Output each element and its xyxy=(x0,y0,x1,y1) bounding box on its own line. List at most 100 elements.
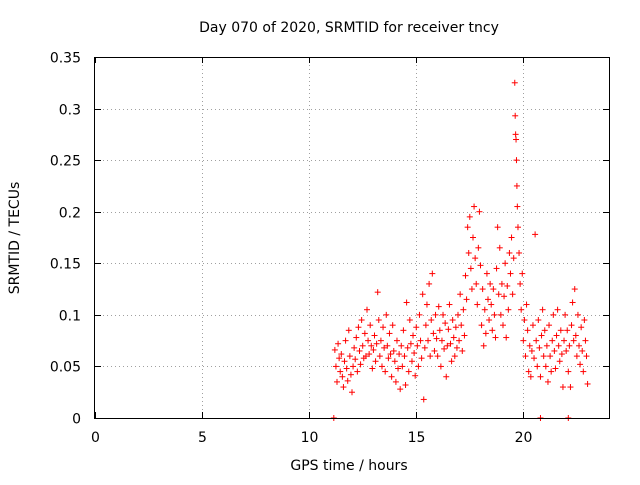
data-point xyxy=(420,396,427,403)
data-point xyxy=(524,327,531,334)
data-point xyxy=(552,365,559,372)
data-point xyxy=(383,311,390,318)
data-point xyxy=(354,368,361,375)
chart-title: Day 070 of 2020, SRMTID for receiver tnc… xyxy=(199,20,499,36)
data-point xyxy=(531,355,538,362)
y-tick-label: 0.1 xyxy=(59,309,81,325)
data-point xyxy=(506,249,513,256)
data-point xyxy=(491,311,498,318)
data-point xyxy=(398,342,405,349)
data-point xyxy=(451,353,458,360)
data-point xyxy=(429,270,436,277)
data-point xyxy=(577,361,584,368)
data-point xyxy=(554,306,561,313)
data-point xyxy=(543,342,550,349)
data-point xyxy=(513,157,520,164)
data-point xyxy=(529,322,536,329)
data-point xyxy=(361,330,368,337)
data-point xyxy=(373,340,380,347)
data-point xyxy=(444,342,451,349)
data-point xyxy=(584,380,591,387)
grid xyxy=(95,57,609,418)
x-tick-label: 0 xyxy=(91,430,100,446)
y-tick-label: 0.15 xyxy=(50,257,81,273)
data-point xyxy=(335,340,342,347)
data-points xyxy=(330,79,591,421)
data-point xyxy=(512,112,519,119)
data-point xyxy=(363,306,370,313)
data-point xyxy=(481,306,488,313)
plot-frame xyxy=(94,57,610,419)
data-point xyxy=(466,213,473,220)
x-tick-label: 15 xyxy=(408,430,426,446)
data-point xyxy=(470,234,477,241)
data-point xyxy=(487,280,494,287)
data-point xyxy=(350,363,357,370)
data-point xyxy=(461,332,468,339)
data-point xyxy=(447,340,454,347)
data-point xyxy=(570,337,577,344)
data-point xyxy=(502,260,509,267)
data-point xyxy=(567,384,574,391)
data-point xyxy=(414,342,421,349)
data-point xyxy=(435,303,442,310)
data-point xyxy=(555,342,562,349)
data-point xyxy=(392,378,399,385)
data-point xyxy=(416,311,423,318)
data-point xyxy=(509,291,516,298)
data-point xyxy=(478,322,485,329)
data-point xyxy=(390,347,397,354)
data-point xyxy=(421,344,428,351)
data-point xyxy=(401,353,408,360)
data-point xyxy=(460,306,467,313)
data-point xyxy=(437,363,444,370)
data-point xyxy=(475,244,482,251)
data-point xyxy=(347,371,354,378)
data-point xyxy=(507,270,514,277)
data-point xyxy=(432,311,439,318)
data-point xyxy=(352,356,359,363)
data-point xyxy=(582,337,589,344)
data-point xyxy=(505,306,512,313)
data-point xyxy=(397,386,404,393)
data-point xyxy=(499,322,506,329)
data-point xyxy=(521,317,528,324)
data-point xyxy=(564,327,571,334)
data-point xyxy=(562,311,569,318)
data-point xyxy=(356,347,363,354)
data-point xyxy=(493,265,500,272)
data-point xyxy=(412,372,419,379)
data-point xyxy=(376,353,383,360)
data-point xyxy=(369,365,376,372)
data-point xyxy=(494,224,501,231)
data-point xyxy=(527,373,534,380)
data-point xyxy=(473,280,480,287)
data-point xyxy=(583,353,590,360)
data-point xyxy=(423,301,430,308)
data-point xyxy=(471,203,478,210)
y-tick-label: 0.05 xyxy=(50,360,81,376)
data-point xyxy=(377,337,384,344)
data-point xyxy=(551,347,558,354)
data-point xyxy=(517,280,524,287)
data-point xyxy=(566,342,573,349)
data-point xyxy=(430,330,437,337)
data-point xyxy=(417,337,424,344)
data-point xyxy=(355,324,362,331)
data-point xyxy=(453,344,460,351)
data-point xyxy=(387,351,394,358)
data-point xyxy=(343,365,350,372)
data-point xyxy=(522,353,529,360)
y-axis-label: SRMTID / TECUs xyxy=(7,182,23,295)
data-point xyxy=(520,337,527,344)
data-point xyxy=(537,373,544,380)
x-tick-label: 10 xyxy=(301,430,319,446)
data-point xyxy=(345,327,352,334)
data-point xyxy=(337,368,344,375)
data-point xyxy=(465,249,472,256)
data-point xyxy=(351,344,358,351)
data-point xyxy=(484,296,491,303)
data-point xyxy=(368,342,375,349)
x-tick-label: 20 xyxy=(515,430,533,446)
